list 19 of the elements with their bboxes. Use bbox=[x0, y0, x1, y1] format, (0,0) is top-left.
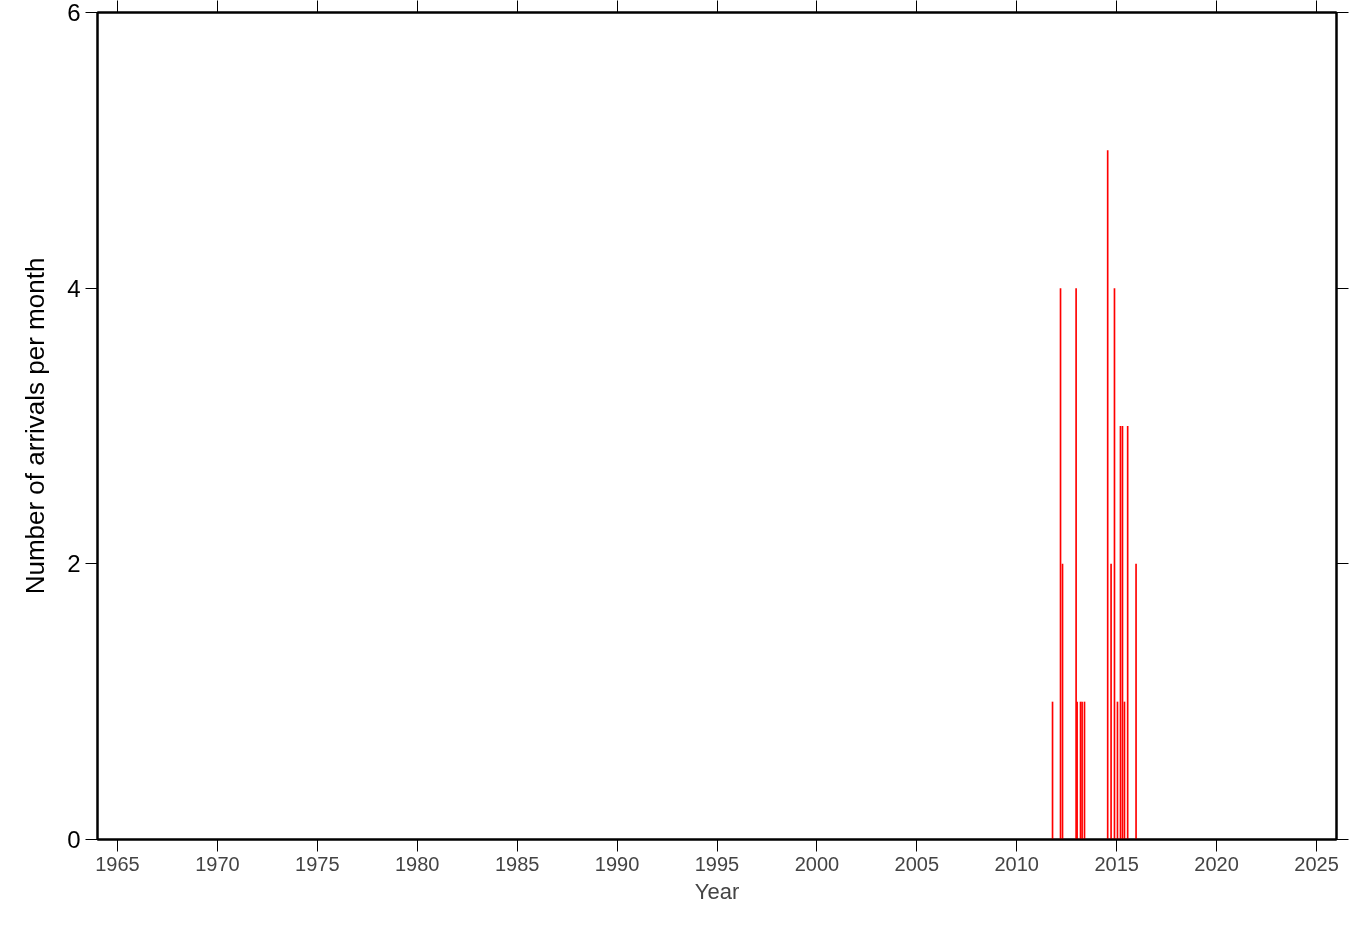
x-tick-label: 1990 bbox=[594, 852, 640, 875]
x-tick-label: 1975 bbox=[295, 852, 340, 875]
x-tick-label: 2005 bbox=[894, 852, 940, 875]
y-tick-label: 4 bbox=[67, 274, 81, 302]
x-tick-label: 2010 bbox=[994, 852, 1040, 875]
x-tick-label: 1965 bbox=[95, 852, 140, 875]
y-axis-title: Number of arrivals per month bbox=[20, 257, 51, 595]
x-tick-label: 2015 bbox=[1094, 852, 1139, 875]
x-axis-title: Year bbox=[694, 878, 740, 904]
x-tick-label: 1980 bbox=[395, 852, 440, 875]
y-tick-label: 6 bbox=[67, 0, 81, 26]
x-tick-label: 1970 bbox=[195, 852, 240, 875]
x-tick-label: 2025 bbox=[1294, 852, 1339, 875]
x-tick-label: 2000 bbox=[794, 852, 840, 875]
y-tick-label: 2 bbox=[67, 550, 81, 578]
x-tick-label: 2020 bbox=[1194, 852, 1239, 875]
x-tick-label: 1985 bbox=[494, 852, 540, 875]
y-tick-label: 0 bbox=[67, 826, 81, 853]
x-tick-label: 1995 bbox=[694, 852, 740, 875]
